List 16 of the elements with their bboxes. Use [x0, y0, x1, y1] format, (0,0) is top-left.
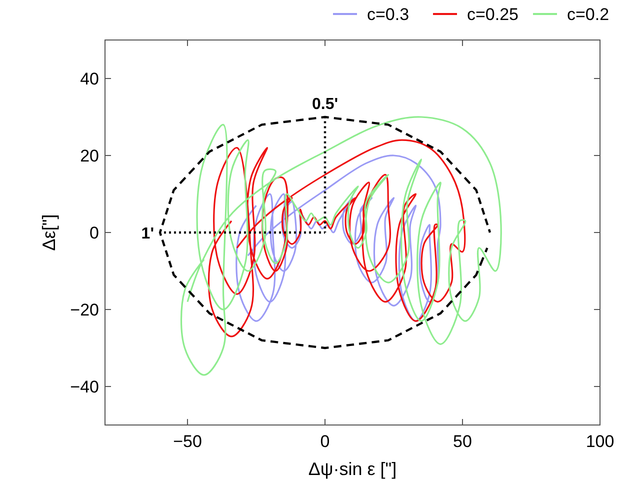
y-tick-label: 20 [80, 146, 99, 166]
legend-label: c=0.3 [367, 5, 410, 24]
y-tick-label: −20 [70, 300, 99, 320]
x-tick-label: 0 [320, 432, 330, 451]
x-tick-label: −50 [173, 432, 202, 451]
x-axis-title: Δψ·sin ε ["] [308, 459, 397, 479]
y-tick-label: −40 [70, 378, 99, 396]
y-tick-label: 40 [80, 70, 99, 88]
legend-label: c=0.2 [567, 5, 610, 24]
annotation: 1' [141, 226, 154, 242]
y-axis-title: Δε["] [39, 214, 59, 251]
x-tick-label: 50 [453, 432, 472, 451]
y-tick-label: 0 [90, 224, 99, 242]
annotation: 0.5' [312, 96, 338, 113]
x-tick-label: 100 [586, 432, 614, 451]
legend-label: c=0.25 [467, 5, 519, 24]
